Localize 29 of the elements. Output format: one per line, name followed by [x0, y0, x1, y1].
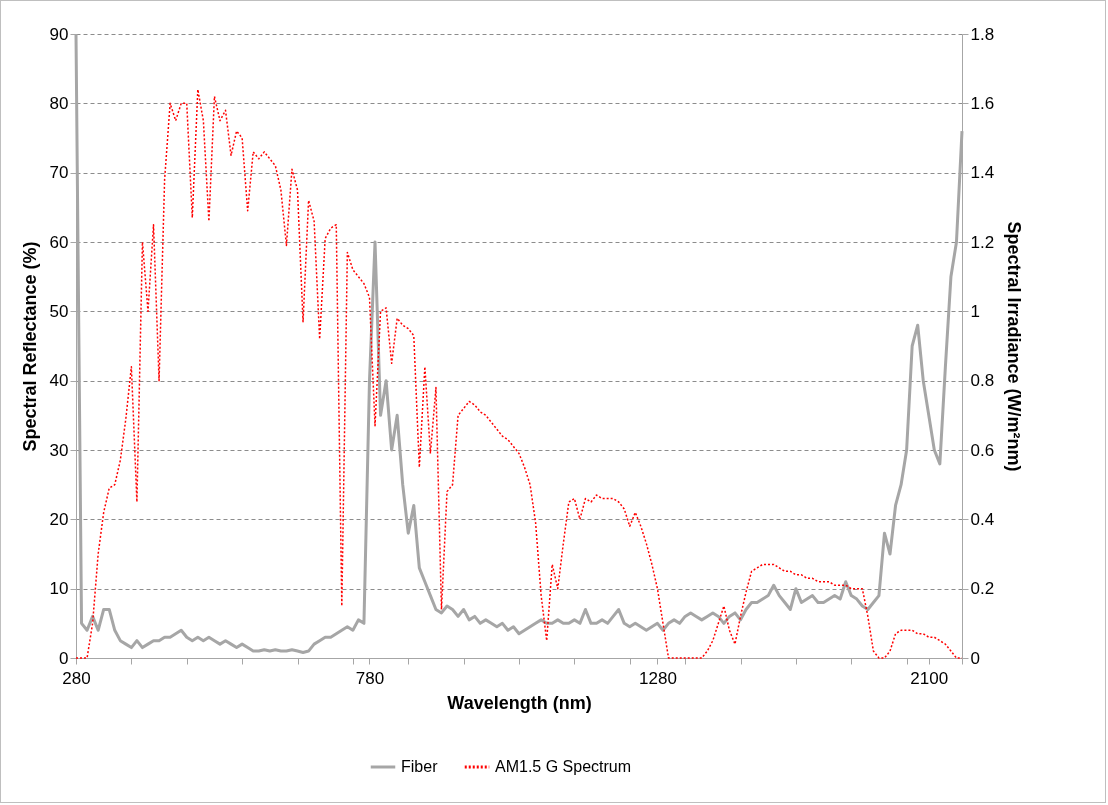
y2-tick-label: 0.4	[970, 509, 995, 529]
y-tick-label: 0	[59, 648, 69, 668]
x-tick-label: 280	[62, 668, 91, 688]
y-tick-label: 30	[49, 440, 69, 460]
y-tick-label: 70	[49, 163, 69, 183]
y2-tick-label: 1	[970, 301, 980, 321]
y2-tick-label: 0	[970, 648, 980, 668]
y-tick-label: 80	[49, 93, 69, 113]
x-tick-label: 1280	[639, 668, 677, 688]
y-tick-label: 50	[49, 301, 69, 321]
x-axis-title: Wavelength (nm)	[447, 692, 592, 713]
y2-tick-label: 1.2	[970, 232, 995, 252]
x-tick-label: 780	[355, 668, 385, 688]
y2-axis-title: Spectral Irradiance (W/m²nm)	[1004, 221, 1025, 472]
y-tick-label: 20	[49, 509, 69, 529]
y-tick-label: 10	[49, 579, 69, 599]
x-tick-label: 2100	[910, 668, 949, 688]
y2-tick-label: 1.4	[970, 163, 995, 183]
y2-tick-label: 1.6	[970, 93, 995, 113]
legend-label: AM1.5 G Spectrum	[495, 758, 632, 775]
y2-tick-label: 1.8	[970, 24, 995, 44]
y-axis-title: Spectral Reflectance (%)	[19, 241, 40, 452]
y2-tick-label: 0.2	[970, 579, 995, 599]
legend-label: Fiber	[401, 758, 439, 775]
y2-tick-label: 0.6	[970, 440, 995, 460]
y2-tick-label: 0.8	[970, 371, 995, 391]
y-tick-label: 60	[49, 232, 69, 252]
y-tick-label: 90	[49, 24, 69, 44]
y-tick-label: 40	[49, 371, 69, 391]
